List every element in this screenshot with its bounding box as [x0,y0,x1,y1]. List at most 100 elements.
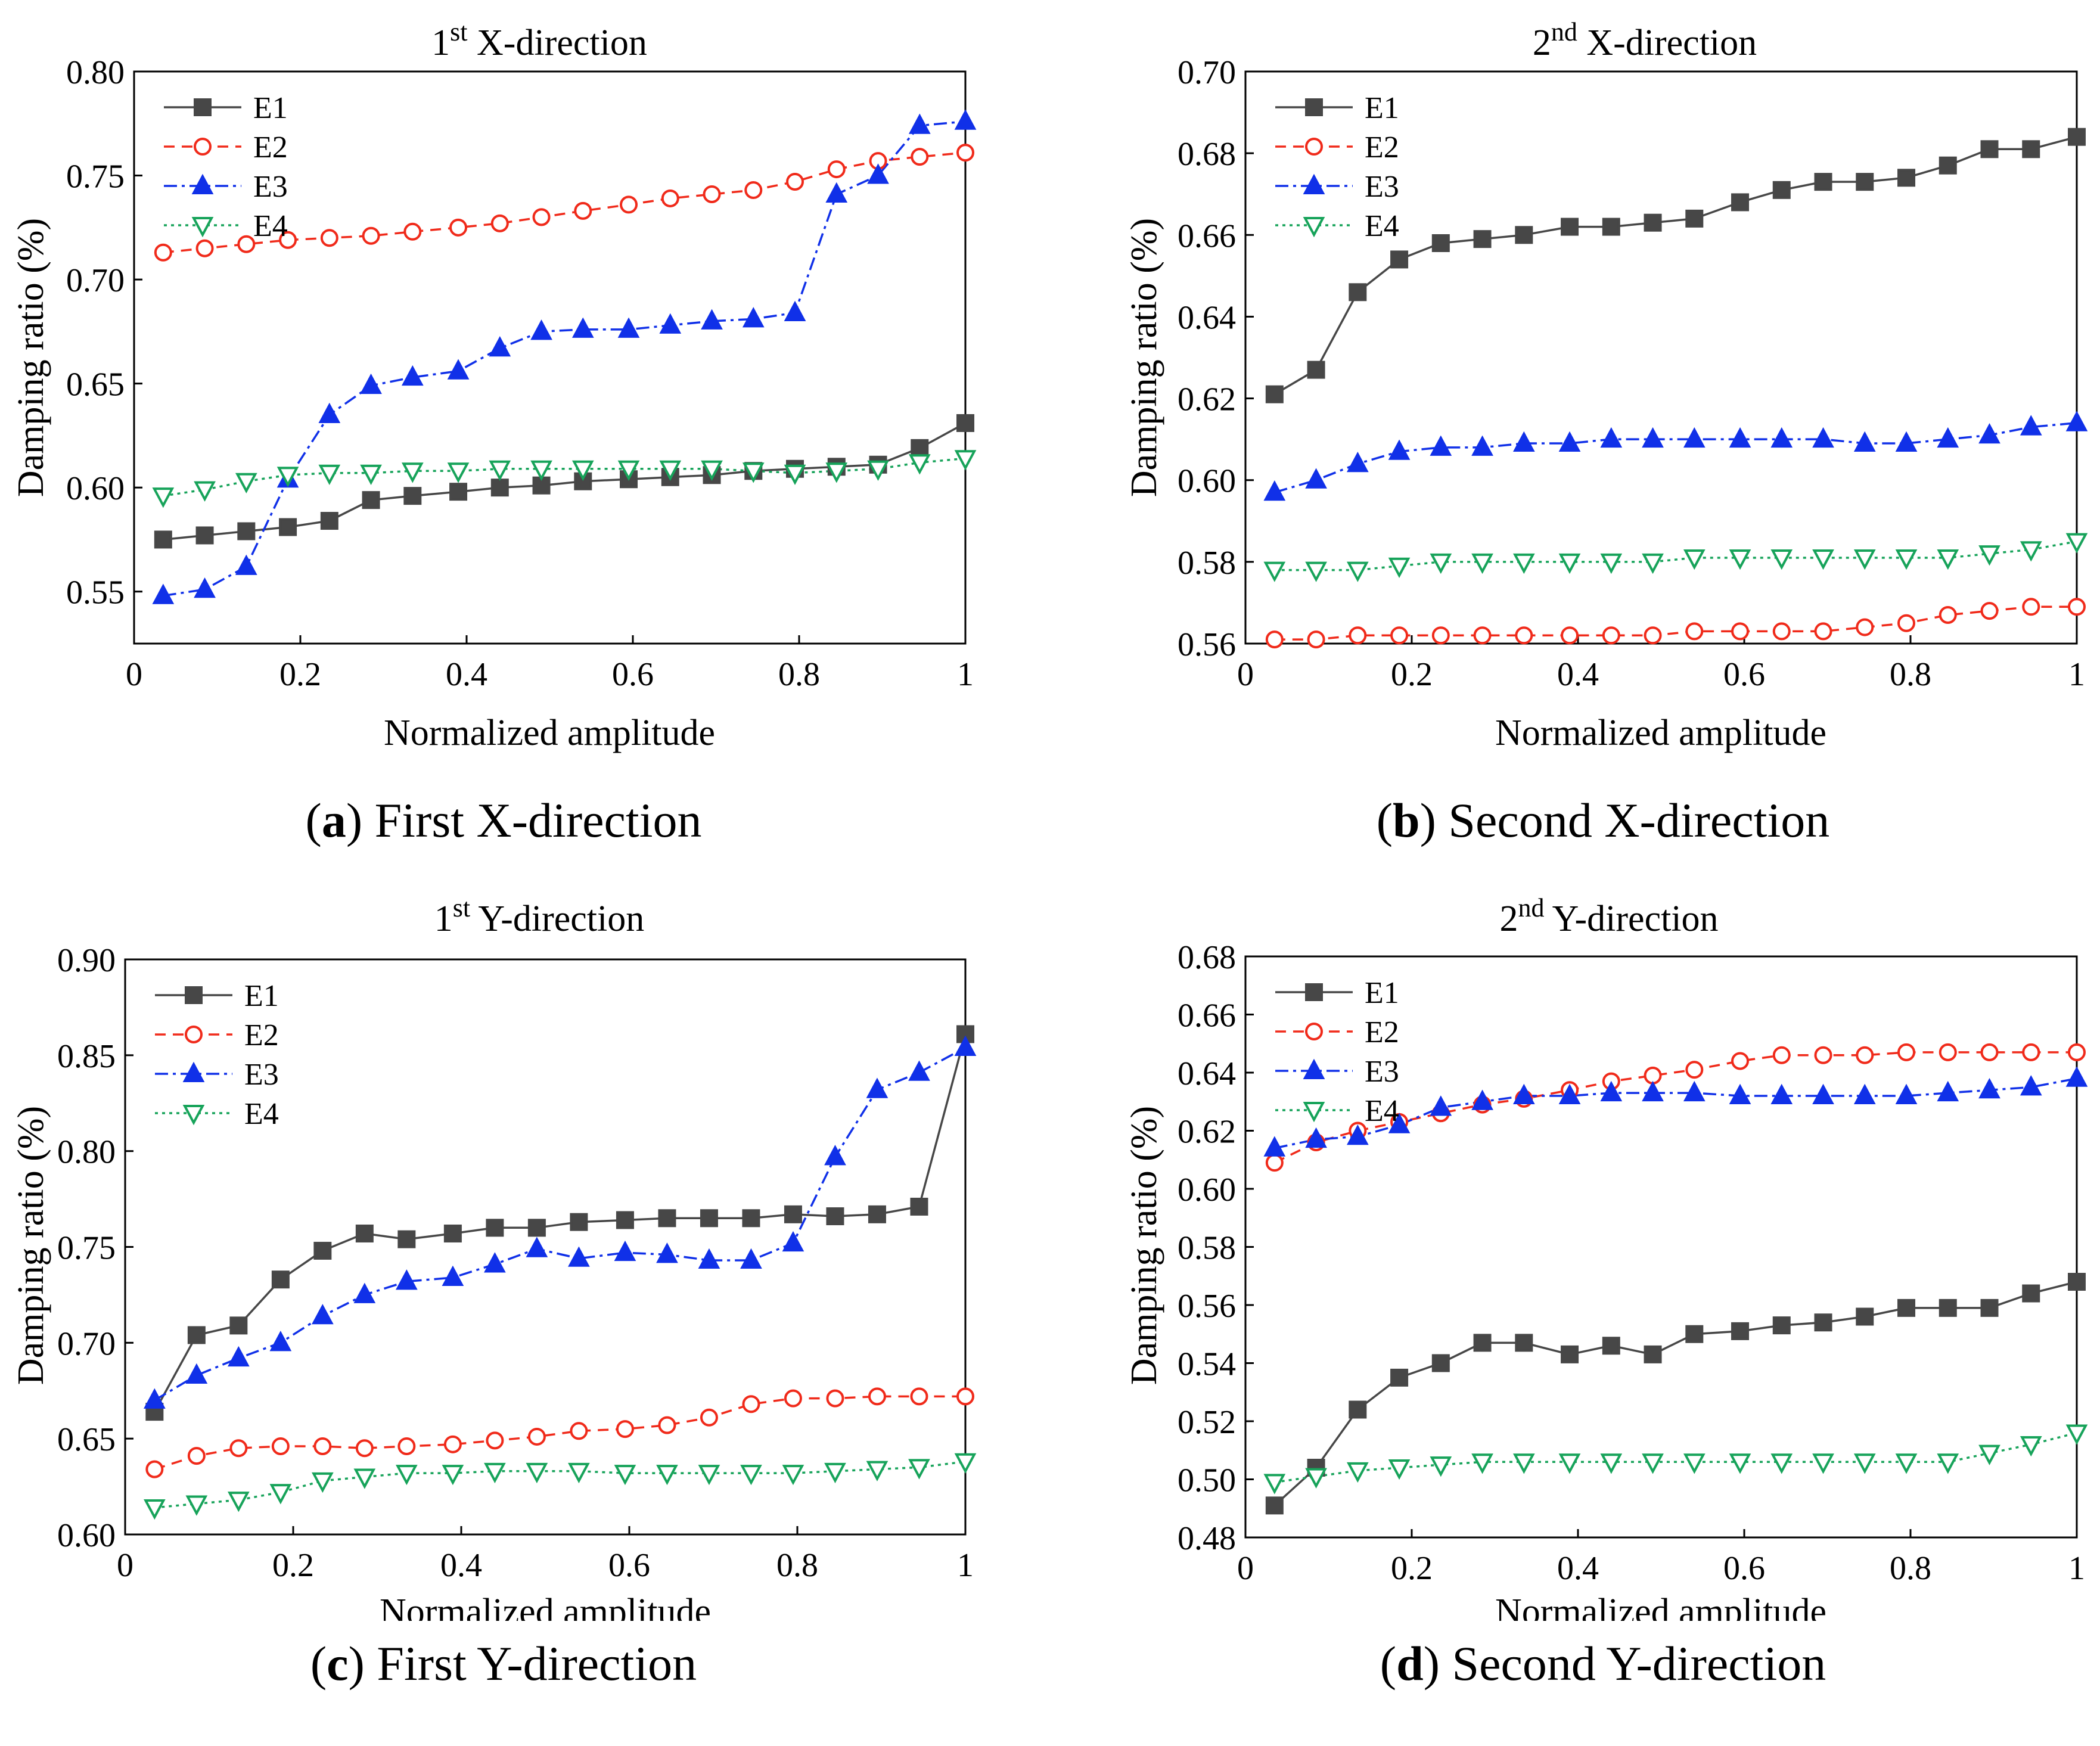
data-point-E4 [1642,553,1664,574]
data-point-E2 [574,201,592,220]
data-point-E3 [617,317,640,338]
data-point-E3 [1600,427,1623,448]
legend-label-E2: E2 [253,131,288,164]
data-point-E4 [1388,1459,1411,1480]
y-tick-label: 0.65 [66,366,125,403]
data-point-E2 [2068,1043,2086,1061]
legend: E1 E2 E3 E4 [1275,91,1399,243]
legend-label-E3: E3 [1365,1055,1399,1089]
data-point-E1 [1473,1334,1492,1352]
y-tick-label: 0.68 [1178,939,1236,976]
series-line-E4 [1274,540,2077,571]
data-point-E2 [279,231,297,249]
data-point-E4 [1770,1453,1793,1474]
data-point-E3 [1978,423,2000,444]
data-point-E4 [782,1465,804,1486]
y-axis: 0.55 0.60 0.65 0.70 0.75 0.80 [66,54,142,611]
data-point-E3 [152,583,175,604]
data-point-E1 [742,1209,760,1228]
data-point-E1 [195,526,214,545]
data-point-E2 [1897,614,1916,632]
data-point-E3 [571,317,594,338]
chart-title-main: 1 [431,23,450,63]
data-point-E1 [490,479,509,497]
data-point-E4 [1346,561,1369,582]
data-point-E3 [1263,1136,1286,1157]
data-point-E2 [2022,598,2040,616]
data-point-E3 [1937,427,1959,448]
data-point-E2 [703,185,721,203]
data-point-E3 [742,307,765,328]
data-point-E2 [486,1431,504,1450]
y-tick-label: 0.85 [57,1038,116,1075]
data-point-E2 [911,148,929,166]
data-point-E4 [526,1462,548,1484]
data-point-E1 [1897,1298,1916,1317]
caption-d: (d) Second Y-direction [1380,1636,1826,1691]
data-point-E2 [1515,626,1533,645]
chart-panel-d: 2nd Y-direction 0 0.2 0.4 0.6 0.8 1 0.480.500… [1124,893,2088,1621]
data-point-E4 [1895,1453,1918,1474]
data-point-E3 [1430,1095,1452,1116]
data-point-E2 [1390,626,1409,645]
y-axis: 0.56 0.58 0.60 0.62 0.64 0.66 0.68 0.70 [1178,54,1254,663]
chart-title-rest: X-direction [1577,23,1757,63]
data-point-E1 [449,483,468,501]
data-point-E4 [1263,561,1286,582]
caption-text: First X-direction [374,793,702,847]
x-axis: 0 0.2 0.4 0.6 0.8 1 [117,1526,974,1584]
data-point-E2 [154,243,172,262]
legend-marker-E1 [1305,98,1323,116]
data-point-E4 [1812,1453,1834,1474]
legend-label-E2: E2 [1365,1015,1399,1049]
data-point-E2 [1980,602,1999,620]
data-point-E1 [1390,250,1409,269]
data-point-E3 [318,402,341,423]
data-point-E3 [1895,1083,1918,1104]
data-point-E1 [527,1219,546,1237]
data-point-E4 [1430,553,1452,574]
data-point-E3 [353,1282,376,1303]
data-point-E3 [1812,427,1834,448]
data-point-E3 [1558,1083,1581,1104]
data-point-E3 [824,1145,846,1166]
data-point-E1 [1814,173,1832,191]
y-tick-label: 0.56 [1178,1288,1236,1325]
y-axis-label: Damping ratio (%) [1124,1106,1164,1385]
data-point-E3 [1812,1083,1834,1104]
series-markers [144,1025,977,1520]
data-point-E1 [403,487,422,505]
data-point-E1 [1772,1316,1791,1335]
x-tick-label: 0.2 [1391,1550,1433,1587]
data-point-E3 [1305,1127,1327,1148]
data-point-E3 [614,1240,636,1262]
data-point-E2 [1685,1061,1704,1079]
data-point-E3 [1346,1124,1369,1145]
legend-label-E3: E3 [244,1058,279,1092]
data-point-E2 [229,1439,248,1458]
legend: E1 E2 E3 E4 [164,91,288,243]
data-point-E3 [442,1265,464,1286]
caption-b: (b) Second X-direction [1376,793,1830,847]
y-tick-label: 0.56 [1178,626,1236,663]
x-axis-label: Normalized amplitude [384,713,715,753]
data-point-E1 [910,1197,928,1216]
data-point-E1 [271,1270,290,1289]
data-point-E1 [784,1205,802,1223]
chart-title-main: 1 [434,899,453,939]
legend-marker-E3 [191,173,214,194]
data-point-E2 [1814,1046,1832,1064]
data-point-E4 [1978,1444,2000,1465]
data-point-E1 [1265,385,1284,403]
x-axis: 0 0.2 0.4 0.6 0.8 1 [126,635,974,693]
data-point-E2 [1772,622,1791,641]
data-point-E4 [1558,1453,1581,1474]
data-point-E2 [826,1389,844,1408]
data-point-E1 [1856,173,1874,191]
series-line-E2 [154,1395,965,1471]
data-point-E2 [1685,622,1704,641]
data-point-E4 [1978,545,2000,566]
y-tick-label: 0.58 [1178,545,1236,582]
data-point-E1 [1431,234,1450,252]
